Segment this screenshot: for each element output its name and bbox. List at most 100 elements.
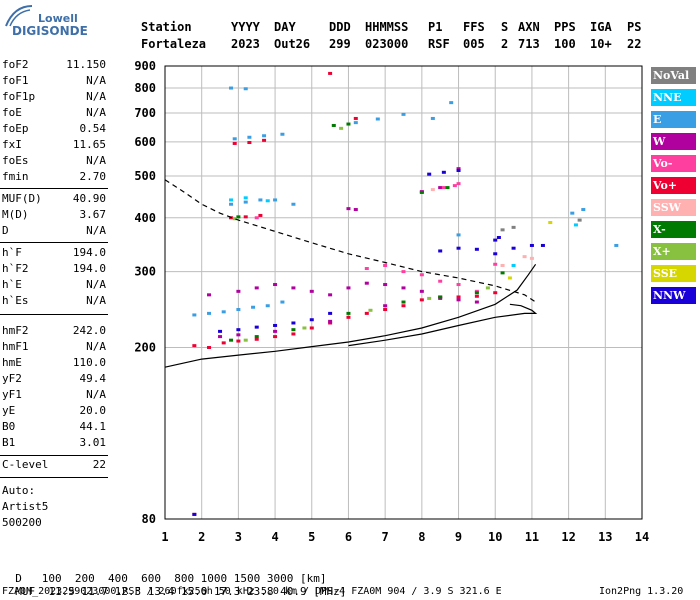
data-point [474, 294, 479, 298]
data-point [232, 141, 237, 145]
data-point [236, 328, 241, 332]
header-value-yyyy: 2023 [231, 37, 260, 51]
y-tick-label: 200 [134, 341, 156, 355]
param-value: 0.54 [79, 122, 107, 135]
data-point [309, 326, 314, 330]
param-value: N/A [86, 90, 106, 103]
data-point [581, 208, 586, 212]
data-point [493, 262, 498, 266]
data-point [229, 338, 234, 342]
data-point [243, 338, 248, 342]
data-point [430, 116, 435, 120]
data-point [207, 293, 212, 297]
data-point [346, 311, 351, 315]
param-value: 49.4 [79, 372, 107, 385]
data-point [456, 298, 461, 302]
y-tick-labels: 80 200 300 400 500 600 700 800 900 [134, 59, 156, 526]
divider [0, 188, 108, 189]
param-value: N/A [86, 154, 106, 167]
data-point [291, 202, 296, 206]
data-point [232, 137, 237, 141]
data-point [401, 112, 406, 116]
data-point [500, 263, 505, 267]
param-name: foF1p [2, 90, 36, 103]
header-value-station: Fortaleza [141, 37, 207, 51]
header-label-hhmmss: HHMMSS [365, 20, 409, 34]
y-tick-label: 800 [134, 81, 156, 95]
data-point [614, 243, 619, 247]
data-point [383, 304, 388, 308]
header-value-ps: 22 [627, 37, 642, 51]
footer-file-info: FZA0M_2023299023000.RSF / 260fx256h 50 k… [2, 586, 502, 597]
param-row: h`F2 194.0 [2, 262, 106, 278]
param-name: fmin [2, 170, 29, 183]
data-point [229, 86, 234, 90]
data-point [456, 167, 461, 171]
series-Vo- [254, 182, 498, 293]
data-point [291, 321, 296, 325]
data-point [511, 246, 516, 250]
data-point [328, 293, 333, 297]
data-point [291, 328, 296, 332]
footer-muf-row: MUF 11.5 11.7 12.3 13.4 15.0 17.3 23.8 4… [2, 572, 346, 598]
header-label-day: DAY [274, 20, 296, 34]
param-row: foEs N/A [2, 154, 106, 170]
data-point [353, 121, 358, 125]
footer-d-values: 100 200 400 600 800 1000 1500 3000 [21, 572, 294, 585]
param-row: hmE 110.0 [2, 356, 106, 372]
data-point [273, 329, 278, 333]
data-point [485, 286, 490, 290]
data-point [262, 138, 267, 142]
header-value-pps: 100 [554, 37, 576, 51]
data-point [331, 123, 336, 127]
digisonde-logo-icon [5, 5, 33, 27]
data-point [438, 186, 443, 190]
param-row: fxI 11.65 [2, 138, 106, 154]
param-row: h`E N/A [2, 278, 106, 294]
param-value: 22 [92, 458, 106, 471]
data-point [346, 122, 351, 126]
data-point [511, 263, 516, 267]
scaled-parameters-panel: foF2 11.150 foF1 N/A foF1p N/A foE N/A foEp 0… [0, 58, 110, 538]
series-NoVal [500, 218, 582, 232]
header-value-iga: 10+ [590, 37, 612, 51]
param-row: fmin 2.70 [2, 170, 106, 186]
param-name: yF2 [2, 372, 22, 385]
data-point [339, 126, 344, 130]
data-point [221, 310, 226, 314]
data-point [493, 291, 498, 295]
data-point [364, 267, 369, 271]
header-label-ffs: FFS [463, 20, 485, 34]
data-point [456, 233, 461, 237]
auto-artist: Artist5 [2, 500, 49, 513]
data-point [430, 188, 435, 192]
data-point [383, 308, 388, 312]
param-row: B0 44.1 [2, 420, 106, 436]
header-value-p1: RSF [428, 37, 450, 51]
data-point [383, 263, 388, 267]
data-point [273, 198, 278, 202]
data-point [236, 289, 241, 293]
data-point [375, 117, 380, 121]
x-tick-label: 1 [161, 530, 168, 544]
param-value: N/A [86, 74, 106, 87]
param-name: foE [2, 106, 22, 119]
param-name: D [2, 224, 9, 237]
data-point [273, 335, 278, 339]
data-point [570, 211, 575, 215]
param-row: h`Es N/A [2, 294, 106, 310]
param-name: foEp [2, 122, 29, 135]
data-point [419, 289, 424, 293]
data-point [452, 184, 457, 188]
data-point [427, 172, 432, 176]
divider [0, 455, 108, 456]
data-point [328, 319, 333, 323]
param-name: h`F [2, 246, 22, 259]
data-point [207, 311, 212, 315]
header-value-day: Out26 [274, 37, 311, 51]
data-point [456, 283, 461, 287]
param-row: foEp 0.54 [2, 122, 106, 138]
data-point [401, 270, 406, 274]
data-point [309, 318, 314, 322]
data-point [456, 295, 461, 299]
